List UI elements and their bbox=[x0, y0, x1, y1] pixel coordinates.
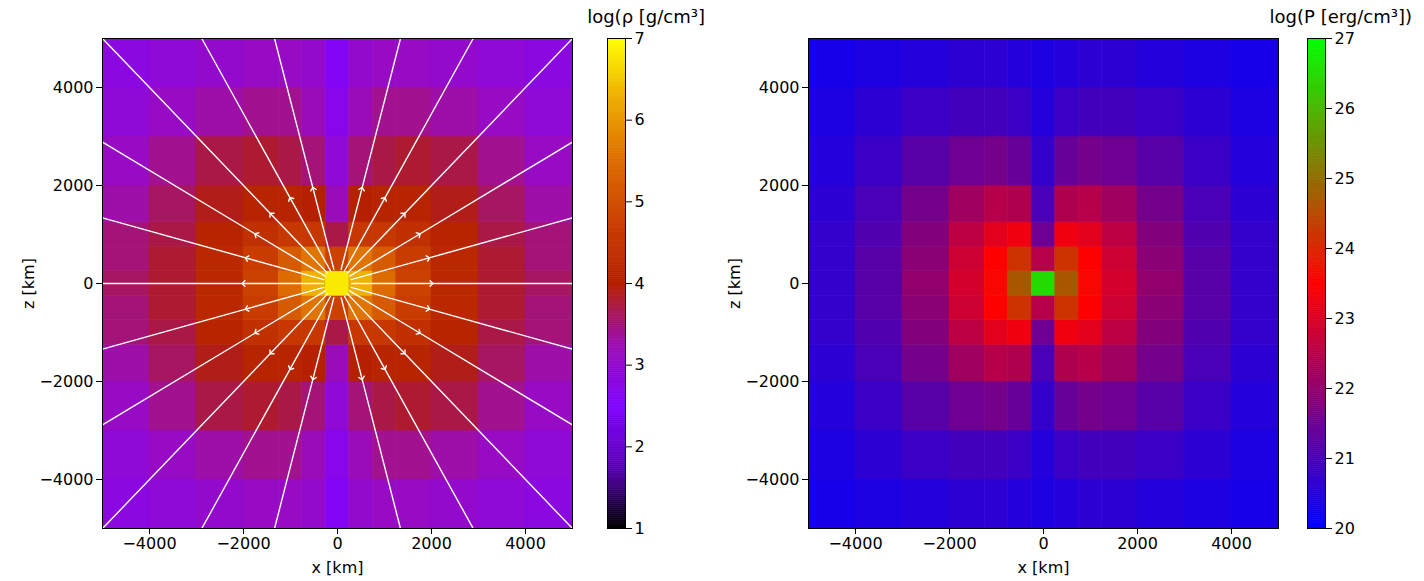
svg-text:−4000: −4000 bbox=[39, 470, 93, 489]
svg-text:2: 2 bbox=[635, 437, 645, 456]
svg-text:x [km]: x [km] bbox=[1018, 558, 1070, 577]
svg-text:20: 20 bbox=[1335, 519, 1355, 538]
svg-text:3: 3 bbox=[635, 355, 645, 374]
svg-text:0: 0 bbox=[332, 534, 342, 553]
svg-text:2000: 2000 bbox=[1117, 534, 1158, 553]
svg-text:1: 1 bbox=[635, 519, 645, 538]
svg-text:6: 6 bbox=[635, 110, 645, 129]
svg-text:25: 25 bbox=[1335, 169, 1355, 188]
svg-text:2000: 2000 bbox=[759, 176, 800, 195]
svg-text:−4000: −4000 bbox=[745, 470, 799, 489]
svg-text:4000: 4000 bbox=[1211, 534, 1252, 553]
svg-text:27: 27 bbox=[1335, 29, 1355, 48]
svg-text:21: 21 bbox=[1335, 449, 1355, 468]
svg-text:z [km]: z [km] bbox=[725, 258, 744, 309]
svg-text:x [km]: x [km] bbox=[312, 558, 364, 577]
svg-text:2000: 2000 bbox=[411, 534, 452, 553]
svg-text:0: 0 bbox=[83, 274, 93, 293]
svg-text:4000: 4000 bbox=[505, 534, 546, 553]
svg-text:5: 5 bbox=[635, 192, 645, 211]
svg-text:0: 0 bbox=[1038, 534, 1048, 553]
svg-text:−4000: −4000 bbox=[122, 534, 176, 553]
svg-text:0: 0 bbox=[789, 274, 799, 293]
svg-text:−2000: −2000 bbox=[922, 534, 976, 553]
html-text:log(ρ [g/cm³]): log(ρ [g/cm³]) bbox=[587, 6, 712, 27]
svg-text:23: 23 bbox=[1335, 309, 1355, 328]
svg-text:−2000: −2000 bbox=[745, 372, 799, 391]
svg-text:4: 4 bbox=[635, 274, 645, 293]
svg-text:24: 24 bbox=[1335, 239, 1355, 258]
svg-text:−4000: −4000 bbox=[828, 534, 882, 553]
svg-text:4000: 4000 bbox=[759, 78, 800, 97]
svg-text:−2000: −2000 bbox=[216, 534, 270, 553]
svg-text:−2000: −2000 bbox=[39, 372, 93, 391]
svg-text:26: 26 bbox=[1335, 99, 1355, 118]
svg-text:4000: 4000 bbox=[53, 78, 94, 97]
svg-text:2000: 2000 bbox=[53, 176, 94, 195]
svg-text:z [km]: z [km] bbox=[19, 258, 38, 309]
html-text:log(P [erg/cm³]): log(P [erg/cm³]) bbox=[1269, 6, 1412, 27]
svg-text:22: 22 bbox=[1335, 379, 1355, 398]
svg-text:7: 7 bbox=[635, 29, 645, 48]
